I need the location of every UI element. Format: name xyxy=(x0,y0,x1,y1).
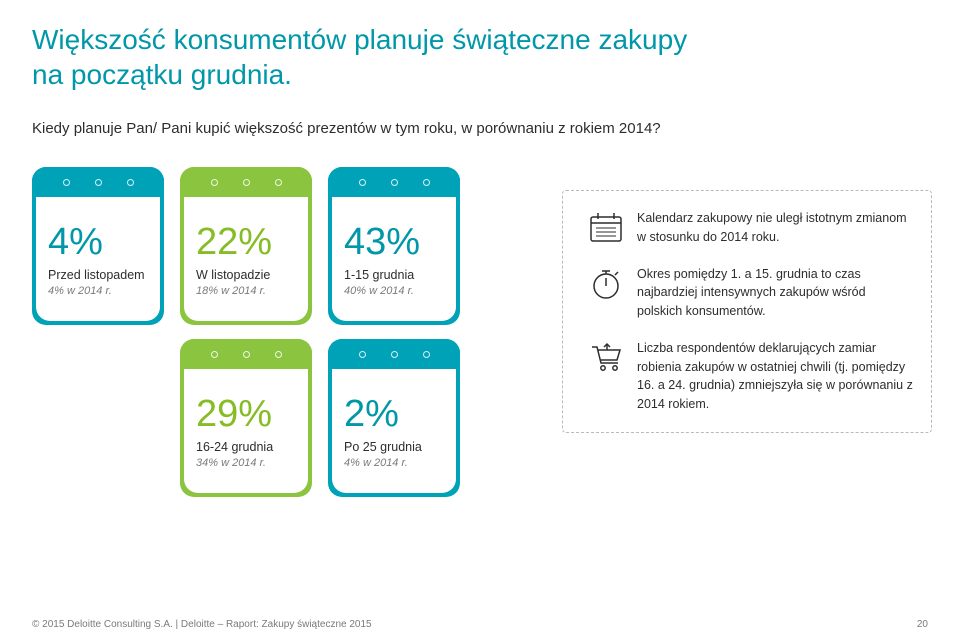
side-item-cart: Liczba respondentów deklarujących zamiar… xyxy=(585,339,913,414)
calendar-icon xyxy=(585,209,627,247)
calendar-prev: 18% w 2014 r. xyxy=(196,285,298,297)
side-panel: Kalendarz zakupowy nie uległ istotnym zm… xyxy=(562,190,932,433)
calendar-percent: 22% xyxy=(196,223,298,261)
calendar-body: 2% Po 25 grudnia 4% w 2014 r. xyxy=(332,369,456,493)
calendar-body: 43% 1-15 grudnia 40% w 2014 r. xyxy=(332,197,456,321)
calendar-body: 29% 16-24 grudnia 34% w 2014 r. xyxy=(184,369,308,493)
ring-icon xyxy=(359,179,366,186)
footer-copyright: © 2015 Deloitte Consulting S.A. | Deloit… xyxy=(32,619,372,630)
footer: © 2015 Deloitte Consulting S.A. | Deloit… xyxy=(32,619,928,630)
side-text: Kalendarz zakupowy nie uległ istotnym zm… xyxy=(637,209,913,247)
ring-icon xyxy=(423,351,430,358)
side-item-stopwatch: Okres pomiędzy 1. a 15. grudnia to czas … xyxy=(585,265,913,321)
ring-icon xyxy=(95,179,102,186)
calendar-body: 4% Przed listopadem 4% w 2014 r. xyxy=(36,197,160,321)
side-text: Okres pomiędzy 1. a 15. grudnia to czas … xyxy=(637,265,913,321)
calendar-prev: 4% w 2014 r. xyxy=(344,457,446,469)
ring-icon xyxy=(275,179,282,186)
title-line-2: na początku grudnia. xyxy=(32,59,292,90)
ring-icon xyxy=(63,179,70,186)
calendar-card-4: 2% Po 25 grudnia 4% w 2014 r. xyxy=(328,339,460,497)
ring-icon xyxy=(243,179,250,186)
calendar-card-3: 29% 16-24 grudnia 34% w 2014 r. xyxy=(180,339,312,497)
calendar-card-0: 4% Przed listopadem 4% w 2014 r. xyxy=(32,167,164,325)
subtitle: Kiedy planuje Pan/ Pani kupić większość … xyxy=(0,92,960,137)
page-title: Większość konsumentów planuje świąteczne… xyxy=(0,0,960,92)
calendar-label: Przed listopadem xyxy=(48,267,150,283)
calendar-card-1: 22% W listopadzie 18% w 2014 r. xyxy=(180,167,312,325)
calendar-label: Po 25 grudnia xyxy=(344,439,446,455)
ring-icon xyxy=(391,351,398,358)
ring-icon xyxy=(423,179,430,186)
ring-icon xyxy=(127,179,134,186)
calendar-prev: 40% w 2014 r. xyxy=(344,285,446,297)
calendar-body: 22% W listopadzie 18% w 2014 r. xyxy=(184,197,308,321)
calendar-percent: 43% xyxy=(344,223,446,261)
calendar-tab xyxy=(328,167,460,197)
ring-icon xyxy=(391,179,398,186)
calendar-prev: 34% w 2014 r. xyxy=(196,457,298,469)
cart-icon xyxy=(585,339,627,414)
side-item-calendar: Kalendarz zakupowy nie uległ istotnym zm… xyxy=(585,209,913,247)
ring-icon xyxy=(243,351,250,358)
calendar-percent: 4% xyxy=(48,223,150,261)
calendar-tab xyxy=(32,167,164,197)
stopwatch-icon xyxy=(585,265,627,321)
calendar-percent: 2% xyxy=(344,395,446,433)
ring-icon xyxy=(359,351,366,358)
ring-icon xyxy=(211,351,218,358)
calendar-tab xyxy=(180,339,312,369)
calendar-tab xyxy=(180,167,312,197)
title-line-1: Większość konsumentów planuje świąteczne… xyxy=(32,24,687,55)
calendar-percent: 29% xyxy=(196,395,298,433)
side-text: Liczba respondentów deklarujących zamiar… xyxy=(637,339,913,414)
calendar-label: 1-15 grudnia xyxy=(344,267,446,283)
ring-icon xyxy=(211,179,218,186)
page-number: 20 xyxy=(917,619,928,630)
calendar-label: 16-24 grudnia xyxy=(196,439,298,455)
calendar-card-2: 43% 1-15 grudnia 40% w 2014 r. xyxy=(328,167,460,325)
calendar-tab xyxy=(328,339,460,369)
calendar-prev: 4% w 2014 r. xyxy=(48,285,150,297)
calendar-label: W listopadzie xyxy=(196,267,298,283)
ring-icon xyxy=(275,351,282,358)
